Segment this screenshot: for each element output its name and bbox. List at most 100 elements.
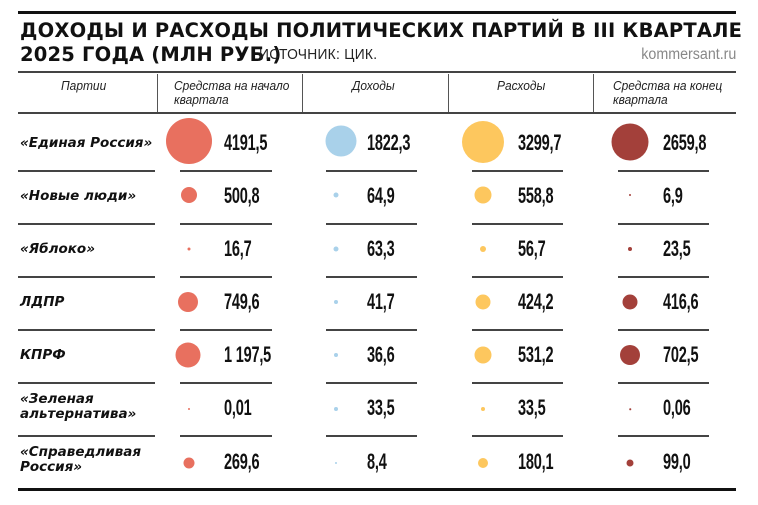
row-rule	[618, 170, 709, 172]
row-rule	[326, 329, 417, 331]
end-funds-value: 6,9	[663, 183, 683, 208]
row-rule	[618, 276, 709, 278]
bottom-rule	[18, 488, 736, 491]
end-funds-value: 23,5	[663, 236, 691, 261]
party-name-line2: Россия»	[20, 459, 83, 475]
row-rule	[472, 435, 563, 437]
row-rule	[326, 223, 417, 225]
row-rule	[180, 435, 272, 437]
income-bubble	[325, 125, 357, 157]
expenses-bubble	[474, 346, 492, 364]
start-funds-bubble	[181, 187, 197, 203]
expenses-value: 3299,7	[518, 130, 562, 155]
income-value: 33,5	[367, 395, 395, 420]
expenses-bubble	[474, 186, 492, 204]
column-header-start-funds-line2: квартала	[174, 92, 229, 107]
expenses-bubble	[481, 407, 485, 411]
row-rule	[18, 382, 155, 384]
header-bottom-rule	[18, 112, 736, 114]
start-funds-value: 0,01	[224, 395, 252, 420]
row-rule	[326, 276, 417, 278]
row-rule	[472, 276, 563, 278]
party-name: «Зеленая альтернатива»	[20, 392, 136, 422]
party-name: «Справедливая Россия»	[20, 445, 141, 475]
expenses-value: 33,5	[518, 395, 546, 420]
start-funds-value: 269,6	[224, 449, 260, 474]
row-rule	[18, 435, 155, 437]
income-value: 36,6	[367, 342, 395, 367]
column-header-start-funds-line1: Средства на начало	[174, 78, 290, 93]
income-bubble	[335, 462, 337, 464]
start-funds-value: 500,8	[224, 183, 260, 208]
column-divider	[593, 74, 594, 112]
income-bubble	[333, 246, 339, 252]
start-funds-bubble	[188, 408, 190, 410]
start-funds-bubble	[183, 457, 195, 469]
end-funds-value: 702,5	[663, 342, 699, 367]
column-divider	[157, 74, 158, 112]
end-funds-value: 0,06	[663, 395, 691, 420]
start-funds-value: 1 197,5	[224, 342, 272, 367]
expenses-value: 558,8	[518, 183, 554, 208]
row-rule	[180, 329, 272, 331]
party-name: ЛДПР	[20, 294, 65, 310]
row-rule	[18, 170, 155, 172]
row-rule	[18, 223, 155, 225]
party-name: «Новые люди»	[20, 188, 137, 204]
expenses-value: 180,1	[518, 449, 554, 474]
chart-title-line2: 2025 ГОДА (МЛН РУБ.)	[20, 43, 282, 66]
end-funds-value: 416,6	[663, 289, 699, 314]
column-header-end-funds-line1: Средства на конец	[613, 78, 723, 93]
row-rule	[618, 329, 709, 331]
start-funds-bubble	[187, 247, 191, 251]
start-funds-bubble	[175, 342, 201, 368]
row-rule	[180, 382, 272, 384]
row-rule	[326, 382, 417, 384]
income-bubble	[333, 192, 339, 198]
start-funds-value: 16,7	[224, 236, 252, 261]
party-name-line1: «Зеленая	[20, 391, 94, 407]
end-funds-value: 99,0	[663, 449, 691, 474]
row-rule	[472, 329, 563, 331]
column-divider	[448, 74, 449, 112]
row-rule	[472, 223, 563, 225]
column-header-party: Партии	[61, 78, 107, 93]
income-bubble	[334, 300, 338, 304]
end-funds-bubble	[620, 345, 640, 365]
expenses-bubble	[480, 246, 486, 252]
income-bubble	[334, 407, 338, 411]
row-rule	[326, 435, 417, 437]
column-divider	[302, 74, 303, 112]
party-name: «Яблоко»	[20, 241, 95, 257]
end-funds-bubble	[611, 123, 649, 161]
row-rule	[18, 276, 155, 278]
income-bubble	[334, 353, 338, 357]
top-rule	[18, 11, 736, 14]
row-rule	[180, 170, 272, 172]
row-rule	[472, 382, 563, 384]
end-funds-bubble	[629, 408, 631, 410]
row-rule	[618, 382, 709, 384]
column-header-income: Доходы	[352, 78, 395, 93]
end-funds-bubble	[628, 247, 632, 251]
row-rule	[18, 329, 155, 331]
row-rule	[618, 435, 709, 437]
party-name-line1: «Справедливая	[20, 444, 142, 460]
start-funds-value: 749,6	[224, 289, 260, 314]
row-rule	[326, 170, 417, 172]
column-header-start-funds: Средства на начало квартала	[174, 79, 289, 107]
end-funds-bubble	[629, 194, 631, 196]
party-name-line2: альтернатива»	[20, 406, 137, 422]
site-credit: kommersant.ru	[640, 46, 736, 63]
income-value: 63,3	[367, 236, 395, 261]
expenses-value: 424,2	[518, 289, 554, 314]
source-label: ИСТОЧНИК: ЦИК.	[259, 46, 378, 63]
end-funds-value: 2659,8	[663, 130, 707, 155]
expenses-value: 56,7	[518, 236, 546, 261]
row-rule	[180, 276, 272, 278]
column-header-end-funds-line2: квартала	[613, 92, 668, 107]
expenses-value: 531,2	[518, 342, 554, 367]
row-rule	[618, 223, 709, 225]
header-top-rule	[18, 71, 736, 73]
expenses-bubble	[475, 294, 491, 310]
